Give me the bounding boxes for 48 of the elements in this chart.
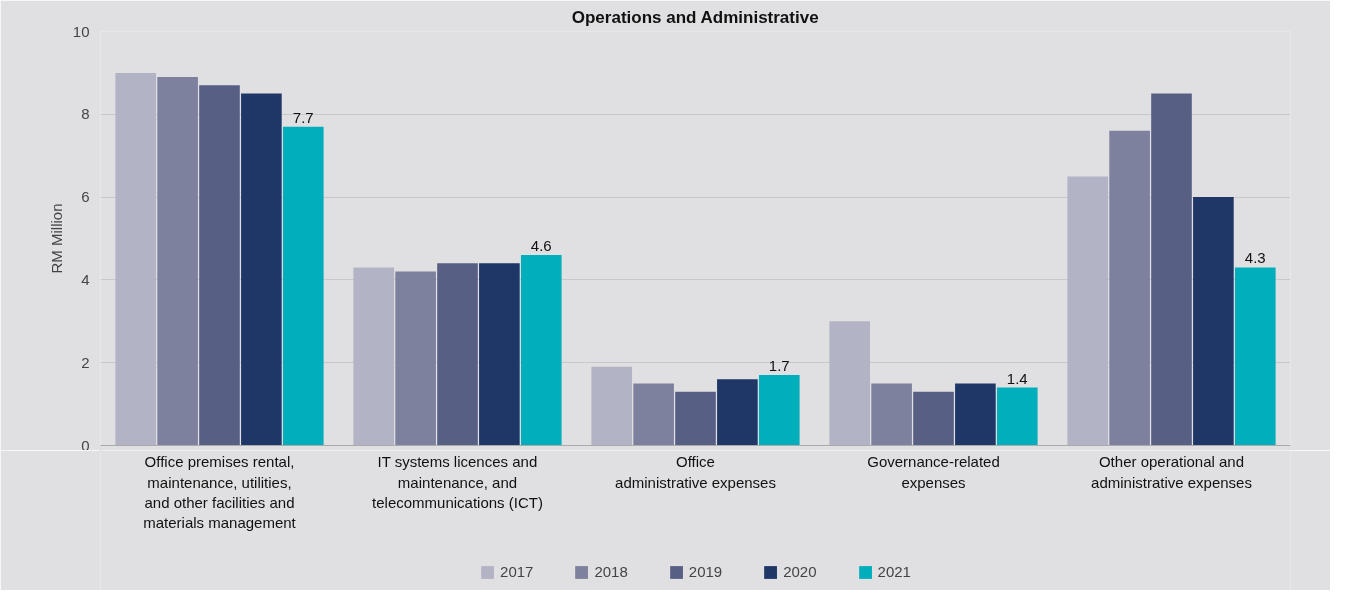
data-label: 7.7 (292, 108, 314, 126)
y-axis-title: RM Million (47, 203, 65, 274)
bar (395, 271, 436, 446)
bar (353, 267, 395, 446)
bar (479, 263, 520, 446)
bar (199, 85, 240, 446)
legend-label: 2017 (500, 563, 534, 580)
bar (591, 366, 633, 446)
bar (955, 383, 996, 446)
bar (115, 72, 157, 446)
data-label: 4.6 (530, 237, 552, 255)
y-tick-label: 8 (81, 105, 90, 123)
legend-label: 2021 (877, 563, 911, 580)
bar (1234, 267, 1276, 446)
y-tick-label: 2 (81, 353, 90, 371)
y-tick-label: 10 (72, 22, 90, 40)
bar (1151, 93, 1192, 446)
x-tick-label: Office administrative expenses (615, 453, 776, 491)
bar (437, 263, 478, 446)
data-label: 1.4 (1006, 369, 1028, 387)
bar (829, 321, 871, 446)
legend-label: 2019 (688, 563, 723, 580)
bar (520, 255, 562, 446)
bar (996, 387, 1038, 446)
bar (157, 77, 198, 446)
x-tick-label: Office premises rental, maintenance, utilities, and other facilities and materials management (143, 453, 297, 532)
bar (241, 93, 282, 446)
bar (758, 375, 800, 446)
x-tick-label: Other operational and administrative expenses (1091, 453, 1252, 491)
data-label: 1.7 (768, 357, 790, 375)
x-tick-label: IT systems licences and maintenance, and telecommunications (ICT) (372, 453, 543, 512)
bar (871, 383, 912, 446)
bar (1109, 130, 1150, 446)
y-tick-label: 4 (81, 270, 90, 288)
data-label: 4.3 (1244, 249, 1266, 267)
chart-title: Operations and Administrative (571, 7, 819, 27)
bar (717, 379, 758, 446)
bar (675, 391, 716, 446)
bar (1193, 197, 1234, 446)
y-tick-label: 6 (81, 188, 90, 206)
bar (282, 126, 324, 446)
bar (633, 383, 674, 446)
x-tick-label: Governance-related expenses (867, 453, 1000, 491)
y-tick-label: 0 (81, 436, 90, 454)
bar (913, 391, 954, 446)
legend-label: 2020 (783, 563, 817, 580)
bar (1067, 176, 1109, 446)
legend-label: 2018 (594, 563, 628, 580)
